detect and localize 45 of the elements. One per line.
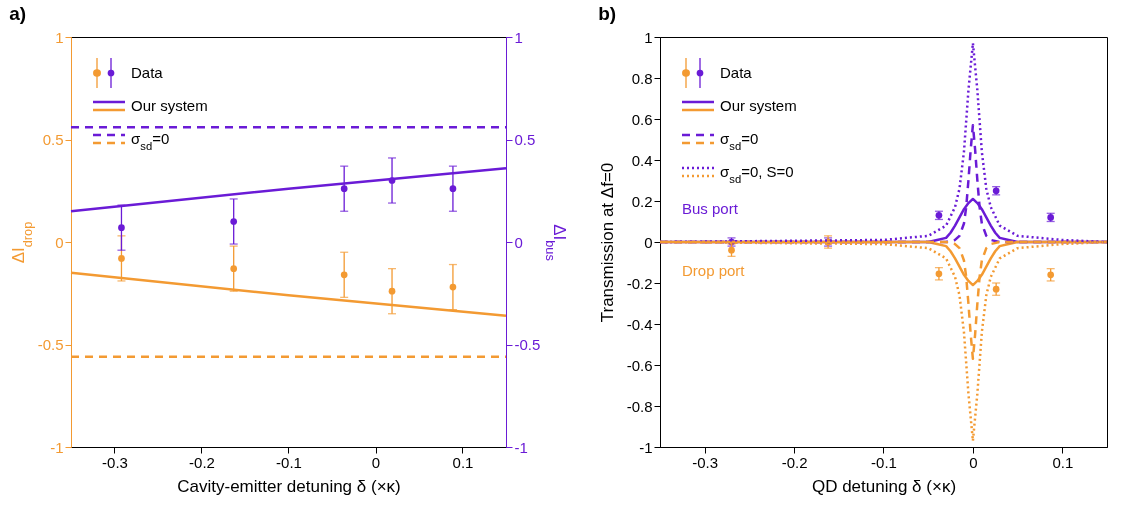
y-tick-label: -0.2 (626, 274, 653, 292)
y2-tick-label: -1 (514, 438, 528, 456)
y-tick-label: -0.8 (626, 397, 653, 415)
y-tick-label: 0 (644, 233, 653, 251)
legend-label: Data (720, 64, 753, 81)
x-tick-label: 0.1 (452, 453, 474, 471)
legend-label: Our system (720, 97, 797, 114)
y2-tick-label: -0.5 (514, 336, 541, 353)
legend-label: Data (131, 64, 164, 81)
x-axis-title: QD detuning δ (×κ) (811, 476, 957, 496)
x-tick-label: -0.2 (781, 453, 808, 471)
y-tick-label: -1 (639, 438, 653, 456)
legend-label: σ$_{sd}$=0, S=0 (720, 163, 794, 185)
y-tick-label: 0.8 (631, 69, 653, 87)
x-tick-label: 0.1 (1052, 453, 1074, 471)
y-tick-label: 0.5 (42, 131, 64, 148)
chart-title: a) (9, 3, 27, 24)
legend-label: σ$_{sd}$=0 (131, 130, 170, 152)
legend-label: Our system (131, 97, 208, 114)
x-tick-label: -0.2 (189, 453, 215, 471)
y-tick-label: -1 (50, 438, 64, 456)
x-tick-label: -0.3 (102, 453, 128, 471)
y-tick-label: 0 (55, 233, 64, 251)
y-tick-label: -0.4 (626, 315, 653, 333)
x-axis-title: Cavity-emitter detuning δ (×κ) (177, 476, 401, 496)
x-tick-label: -0.1 (871, 453, 897, 471)
y-tick-label: 1 (55, 28, 64, 46)
y-tick-label: 0.6 (631, 110, 653, 128)
y-tick-label: 0.2 (631, 192, 653, 210)
y-axis-title: Transmission at Δf=0 (597, 162, 617, 323)
y-tick-label: 1 (644, 28, 653, 46)
y-tick-label: -0.6 (626, 356, 653, 374)
chart-title: b) (598, 3, 617, 24)
annotation: Drop port (682, 261, 746, 279)
y2-tick-label: 0.5 (514, 131, 536, 148)
y-tick-label: 0.4 (631, 151, 653, 169)
legend-label: σ$_{sd}$=0 (720, 130, 759, 152)
x-tick-label: 0 (371, 453, 381, 471)
annotation: Bus port (682, 200, 739, 218)
x-tick-label: 0 (969, 453, 978, 471)
y-tick-label: -0.5 (37, 336, 64, 353)
y2-tick-label: 0 (514, 233, 523, 251)
x-tick-label: -0.3 (692, 453, 719, 471)
y2-tick-label: 1 (514, 28, 523, 46)
x-tick-label: -0.1 (276, 453, 302, 471)
